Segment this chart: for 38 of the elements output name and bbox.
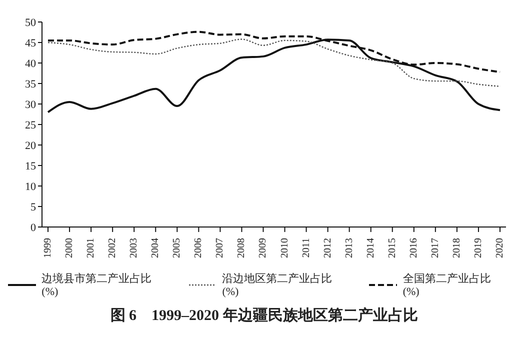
x-tick-label: 2019: [472, 238, 484, 258]
x-tick-label: 2002: [107, 238, 118, 258]
x-tick-label: 2001: [86, 238, 97, 258]
y-tick-label: 50: [25, 16, 36, 29]
x-tick-label: 2005: [172, 238, 183, 258]
x-tick-label: 1999: [42, 238, 54, 258]
x-tick-label: 2004: [150, 238, 162, 258]
x-tick-label: 2020: [494, 238, 506, 258]
x-tick-label: 2011: [300, 238, 312, 258]
y-tick-label: 25: [25, 119, 36, 132]
x-tick-label: 2007: [214, 238, 226, 258]
x-tick-label: 2003: [128, 238, 140, 258]
y-tick-label: 0: [30, 222, 36, 234]
x-tick-label: 2013: [344, 238, 355, 258]
x-tick-label: 2009: [258, 238, 269, 258]
x-tick-label: 2012: [322, 238, 334, 258]
x-tick-label: 2010: [279, 238, 290, 258]
y-tick-label: 20: [25, 140, 36, 152]
y-tick-label: 30: [25, 98, 36, 111]
y-tick-label: 5: [30, 201, 36, 214]
y-tick-label: 10: [25, 180, 36, 193]
legend-label: 全国第二产业占比(%): [402, 272, 492, 298]
y-tick-label: 45: [25, 37, 36, 50]
x-tick-label: 2018: [451, 238, 462, 258]
x-tick-label: 2006: [193, 238, 204, 258]
y-tick-label: 35: [25, 78, 36, 90]
text: 图 6 1999–2020 年边疆民族地区第二产业占比: [109, 306, 419, 325]
x-tick-label: 2000: [64, 238, 76, 258]
legend-label: 沿边地区第二产业占比(%): [221, 272, 334, 298]
x-tick-label: 2017: [430, 238, 441, 258]
line-series: [47, 38, 501, 87]
x-tick-label: 2014: [365, 238, 376, 258]
x-tick-label: 2008: [236, 238, 248, 258]
x-tick-label: 2015: [386, 238, 398, 258]
x-tick-label: 2016: [408, 238, 420, 258]
y-tick-label: 40: [25, 58, 36, 70]
y-tick-label: 15: [25, 160, 36, 172]
legend-label: 边境县市第二产业占比(%): [40, 272, 153, 298]
